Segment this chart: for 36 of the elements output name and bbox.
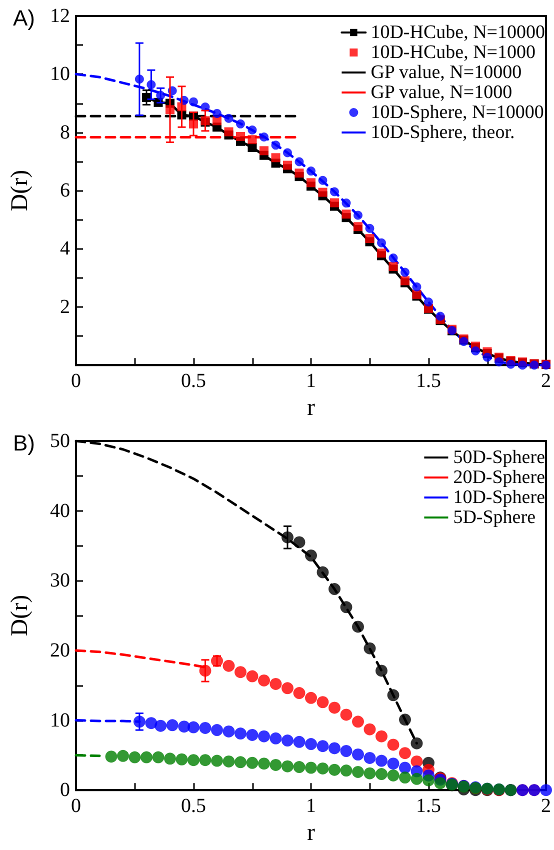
x-tick-label: 1.5 <box>416 370 441 392</box>
y-tick-label: 10 <box>50 63 70 86</box>
x-tick-label: 1.5 <box>416 795 441 818</box>
legend-label: 20D-Sphere <box>453 467 546 488</box>
legend-label: 10D-HCube, N=10000 <box>370 22 545 43</box>
y-tick-label: 12 <box>50 5 70 27</box>
y-tick-label: 20 <box>50 639 70 662</box>
chart-title: A) <box>13 6 35 30</box>
y-tick-label: 8 <box>60 121 70 144</box>
legend-label: 10D-Sphere <box>453 487 546 508</box>
legend-label: GP value, N=1000 <box>370 82 512 103</box>
x-tick-label: 1 <box>306 795 316 818</box>
x-axis-title: r <box>307 820 315 846</box>
y-axis-title: D(r) <box>7 170 33 212</box>
x-tick-label: 2 <box>541 795 551 818</box>
legend-label: 10D-HCube, N=1000 <box>370 42 536 63</box>
x-tick-label: 0.5 <box>181 370 206 392</box>
x-axis-title: r <box>307 395 315 421</box>
legend-label: GP value, N=10000 <box>370 62 522 83</box>
legend-label: 10D-Sphere, N=10000 <box>370 102 544 123</box>
y-tick-label: 6 <box>60 180 70 202</box>
legend-label: 50D-Sphere <box>453 447 546 468</box>
y-tick-label: 40 <box>50 500 70 522</box>
y-tick-label: 10 <box>50 709 70 732</box>
legend-label: 5D-Sphere <box>453 507 536 528</box>
chart-title: B) <box>13 430 35 456</box>
y-tick-label: 50 <box>50 430 70 452</box>
y-axis-title: D(r) <box>7 594 33 636</box>
y-tick-label: 30 <box>50 570 70 592</box>
legend-label: 10D-Sphere, theor. <box>370 122 515 143</box>
y-tick-label: 0 <box>60 779 70 802</box>
y-tick-label: 4 <box>60 238 70 260</box>
y-tick-label: 2 <box>60 296 70 318</box>
x-tick-label: 2 <box>541 370 551 392</box>
x-tick-label: 0.5 <box>181 795 206 818</box>
x-tick-label: 1 <box>306 370 316 392</box>
